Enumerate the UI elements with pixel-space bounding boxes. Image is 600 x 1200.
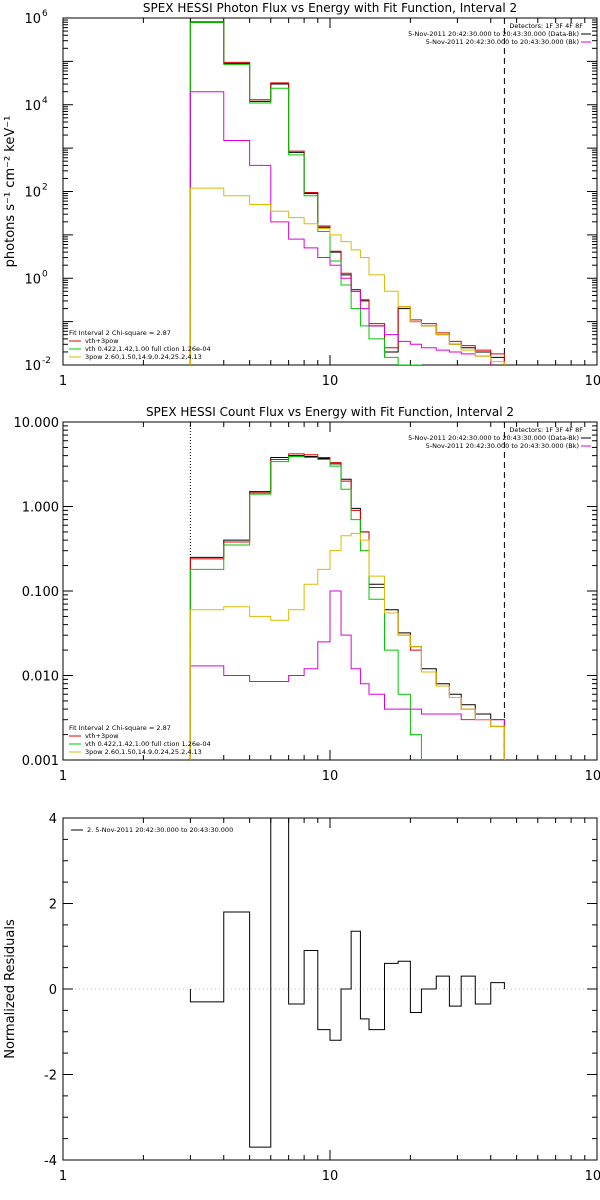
series-4-histogram <box>189 590 505 760</box>
y-tick-label: 10.000 <box>14 416 60 431</box>
y-axis-label: photons s⁻¹ cm⁻² keV⁻¹ <box>3 116 18 268</box>
y-tick-label: -2 <box>44 1069 57 1084</box>
series-5-histogram <box>189 532 505 760</box>
y-tick-label: 2 <box>49 898 57 913</box>
y-tick-base: 10 <box>24 99 41 114</box>
legend-fit-interval: Fit Interval 2 Chi-square = 2.87 <box>69 724 171 732</box>
y-tick-exponent: 4 <box>42 96 48 106</box>
x-tick-label: 100 <box>585 769 600 784</box>
legend-top-entry: 5-Nov-2011 20:42:30.000 to 20:43:30.000 … <box>426 442 579 450</box>
legend-fit-interval: Fit Interval 2 Chi-square = 2.87 <box>69 329 171 337</box>
x-tick-label: 1 <box>59 374 67 389</box>
y-tick-label: 10 <box>24 272 41 287</box>
x-tick-label: 1 <box>59 769 67 784</box>
x-tick-label: 10 <box>322 769 339 784</box>
x-tick-label: 10 <box>322 1169 339 1184</box>
y-axis-label: Normalized Residuals <box>3 919 18 1059</box>
legend-detectors: Detectors: 1F 3F 4F 8F <box>509 426 583 434</box>
series-1-histogram <box>189 818 505 1148</box>
y-tick-base: 10 <box>24 272 41 287</box>
y-tick-label: 10 <box>24 359 41 374</box>
y-tick-label: 10 <box>24 186 41 201</box>
plot-frame <box>62 17 598 366</box>
series-4-histogram <box>189 91 492 365</box>
x-tick-label: 1 <box>59 1169 67 1184</box>
y-tick-label: 0.010 <box>22 670 59 685</box>
chart-title: SPEX HESSI Photon Flux vs Energy with Fi… <box>143 1 517 15</box>
legend-top-entry: 5-Nov-2011 20:42:30.000 to 20:43:30.000 … <box>426 38 579 46</box>
y-tick-label: 10 <box>24 12 41 27</box>
series-5-histogram <box>189 187 505 365</box>
series-3-histogram <box>189 456 422 760</box>
legend-bottom-entry: vth+3pow <box>85 732 119 740</box>
y-tick-label: 0 <box>49 983 57 998</box>
y-tick-exponent: 2 <box>42 183 48 193</box>
legend-top-entry: 5-Nov-2011 20:42:30.000 to 20:43:30.000 … <box>408 434 579 442</box>
chart-1: SPEX HESSI Photon Flux vs Energy with Fi… <box>3 1 600 389</box>
y-tick-base: 10 <box>24 186 41 201</box>
legend-detectors: Detectors: 1F 3F 4F 8F <box>509 22 583 30</box>
y-tick-exponent: 0 <box>42 269 48 279</box>
y-tick-label: -4 <box>44 1154 57 1169</box>
chart-title: SPEX HESSI Count Flux vs Energy with Fit… <box>146 405 514 419</box>
y-tick-exponent: -2 <box>42 356 51 366</box>
series-2-histogram <box>189 453 505 760</box>
x-tick-label: 10 <box>322 374 339 389</box>
legend-bottom-entry: 3pow 2.60,1.50,14.9,0.24,25.2,4.13 <box>85 748 202 756</box>
series-3-histogram <box>189 22 422 365</box>
chart-3: 1 10 100 -4 -2 0 2 4 Normalized Residuals 2. 5-No… <box>3 812 600 1184</box>
y-tick-label: 0.001 <box>22 754 59 769</box>
y-tick-label: 10 <box>24 99 41 114</box>
data-layer <box>189 818 505 1148</box>
legend-entry: 2. 5-Nov-2011 20:42:30.000 to 20:43:30.0… <box>87 826 233 834</box>
y-tick-label: 4 <box>49 812 57 827</box>
legend-bottom-entry: 3pow 2.60,1.50,14.9,0.24,25.2,4.13 <box>85 353 202 361</box>
x-tick-label: 100 <box>585 1169 600 1184</box>
x-tick-label: 100 <box>585 374 600 389</box>
y-tick-label: 0.100 <box>22 585 59 600</box>
y-tick-exponent: 6 <box>42 9 48 19</box>
legend-bottom-entry: vth+3pow <box>85 337 119 345</box>
data-layer <box>189 453 505 760</box>
legend-top-entry: 5-Nov-2011 20:42:30.000 to 20:43:30.000 … <box>408 30 579 38</box>
y-tick-base: 10 <box>24 359 41 374</box>
chart-2: SPEX HESSI Count Flux vs Energy with Fit… <box>14 405 600 784</box>
series-1-histogram <box>189 455 505 760</box>
data-layer <box>189 21 505 365</box>
y-tick-label: 1.000 <box>22 501 59 516</box>
legend-bottom-entry: vth 0.422,1.42,1.00 full ction 1.26e-04 <box>85 345 211 353</box>
series-2-histogram <box>189 21 505 365</box>
y-tick-base: 10 <box>24 12 41 27</box>
legend-bottom-entry: vth 0.422,1.42,1.00 full ction 1.26e-04 <box>85 740 211 748</box>
